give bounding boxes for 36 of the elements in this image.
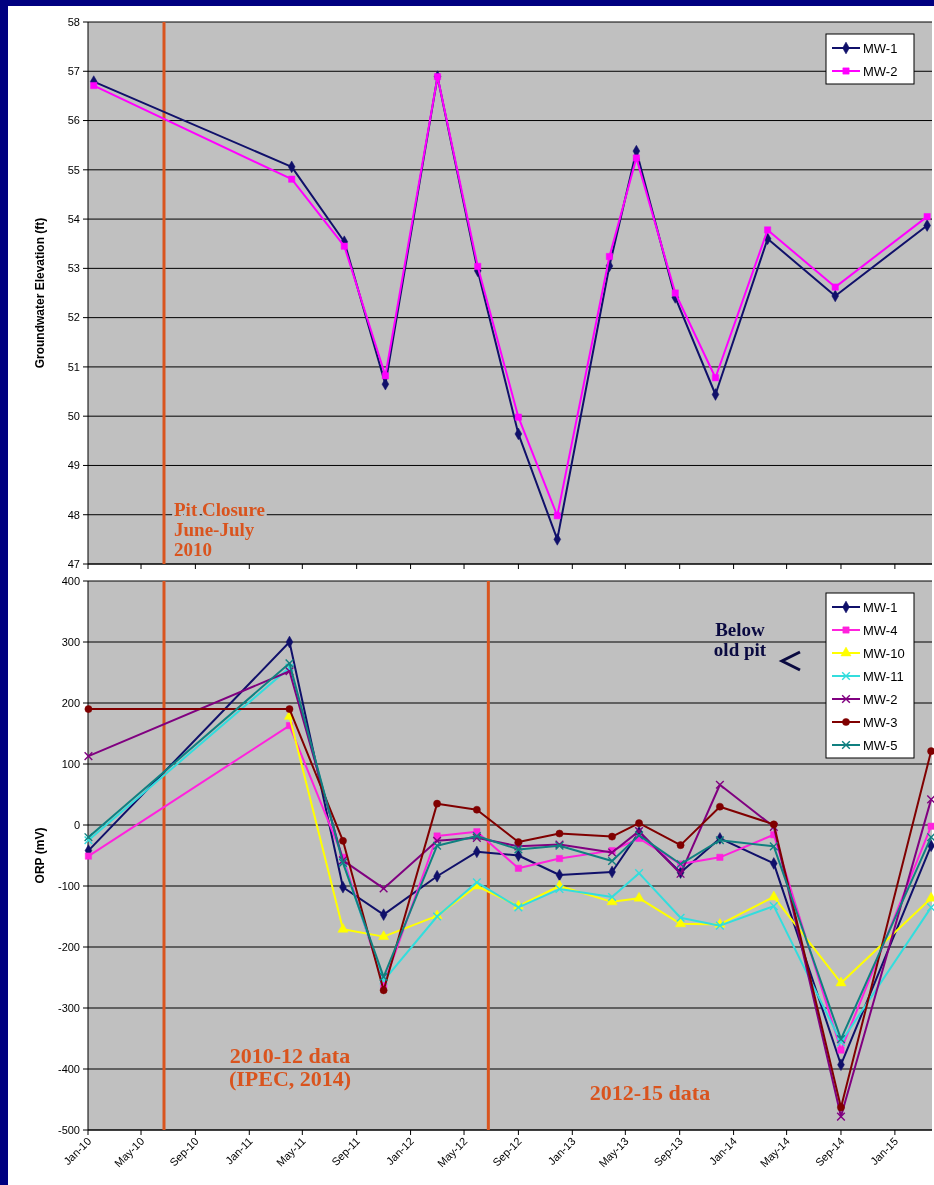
legend-label: MW-5 [863,737,898,753]
y-tick-label: 56 [67,114,80,127]
y-tick-label: 57 [67,65,80,78]
y-tick-label: 51 [67,360,80,373]
y-axis-title: ORP (mV) [33,827,47,884]
y-tick-label: 300 [61,635,80,648]
y-tick-label: 47 [67,557,80,570]
y-tick-label: 55 [67,163,80,176]
y-axis-title: Groundwater Elevation (ft) [33,217,47,369]
y-tick-label: -500 [57,1123,80,1136]
legend-label: MW-2 [863,63,898,79]
y-tick-label: -100 [57,879,80,892]
y-tick-label: 54 [67,212,80,225]
y-tick-label: 400 [61,574,80,587]
legend-label: MW-11 [863,668,904,684]
legend-label: MW-10 [863,645,905,661]
y-tick-label: -300 [57,1001,80,1014]
y-tick-label: 49 [67,459,80,472]
y-tick-label: 58 [67,15,80,28]
annotation: Below old pit [713,619,767,660]
legend-label: MW-2 [863,691,898,707]
y-tick-label: 52 [67,311,80,324]
legend-label: MW-1 [863,40,898,56]
y-tick-label: 200 [61,696,80,709]
legend-label: MW-1 [863,599,898,615]
y-tick-label: 53 [67,262,80,275]
legend-label: MW-4 [863,622,898,638]
y-tick-label: 0 [73,818,80,831]
y-tick-label: 50 [67,410,80,423]
legend-label: MW-3 [863,714,898,730]
y-tick-label: 48 [67,508,80,521]
y-tick-label: -400 [57,1062,80,1075]
annotation: 2010-12 data (IPEC, 2014) [228,1043,352,1092]
annotation: 2012-15 data [589,1080,711,1105]
y-tick-label: 100 [61,757,80,770]
y-tick-label: -200 [57,940,80,953]
